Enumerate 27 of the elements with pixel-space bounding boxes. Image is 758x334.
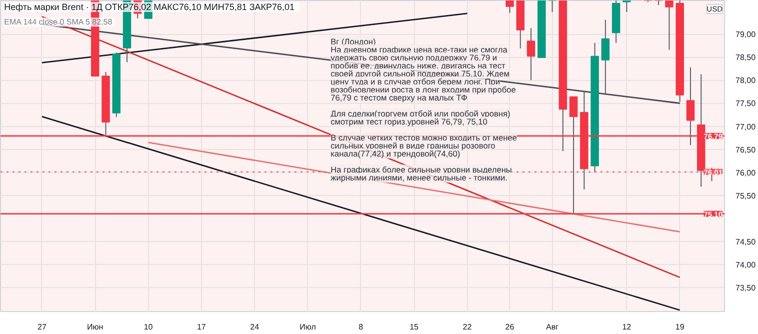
x-tick-label: 27	[38, 322, 47, 332]
y-tick-label: 77,50	[736, 99, 756, 108]
x-tick-label: 15	[410, 322, 420, 332]
y-tick-label: 77,00	[736, 122, 756, 132]
y-tick-label: 74,00	[736, 260, 756, 270]
x-tick-label: 8	[358, 322, 364, 332]
x-tick-label: Июн	[87, 322, 104, 332]
y-tick-label: 79,00	[736, 30, 756, 40]
x-tick-label: 10	[144, 322, 154, 332]
x-tick-label: 26	[505, 322, 515, 332]
chart-title: Нефть марки Brent · 1Д ОТКР76,02 МАКС76,10 МИН75,81 ЗАКР76,01	[4, 2, 295, 12]
y-tick-label: 73,50	[736, 284, 756, 293]
annotation: EMA 144 close 0 SMA 5 82,58	[4, 18, 113, 27]
x-tick-label: 12	[622, 322, 632, 332]
y-tick-label: 74,50	[736, 237, 756, 246]
y-tick-label: 75,50	[736, 191, 756, 200]
y-tick-label: 76,00	[736, 168, 756, 178]
x-tick-label: 24	[250, 322, 260, 332]
x-tick-label: Авг	[546, 322, 559, 332]
y-tick-label: 76,50	[736, 145, 756, 154]
y-tick-label: 78,00	[736, 76, 756, 86]
text: Вг (Лондон) На дневном графике цена все-таки не смогла удержать свою сильную поддержку 76,79 и пробив ее, двинулась ниже, двигаясь на тест своей другой сильной поддержки 75,10. Ждем цену туда и в случае отбоя берем лонг. При возобновлении роста в лонг входим при пробое 76,79 с тестом сверху на малых ТФ Для сделки(торгуем отбой или пробой уровня) смотрим тест гориз.уровней 76,79, 75,10 В случае четких тестов можно входить от менее сильных уровней в виде границы розового канала(77,42) и трендовой(74,60) На графиках более сильные уровни выделены жирными линиями, менее сильные - тонкими.	[330, 36, 517, 183]
x-tick-label: Июл	[300, 322, 316, 332]
x-tick-label: 19	[675, 322, 685, 332]
y-tick-label: 78,50	[736, 53, 756, 62]
x-tick-label: 17	[196, 322, 206, 332]
x-tick-label: 22	[462, 322, 472, 332]
